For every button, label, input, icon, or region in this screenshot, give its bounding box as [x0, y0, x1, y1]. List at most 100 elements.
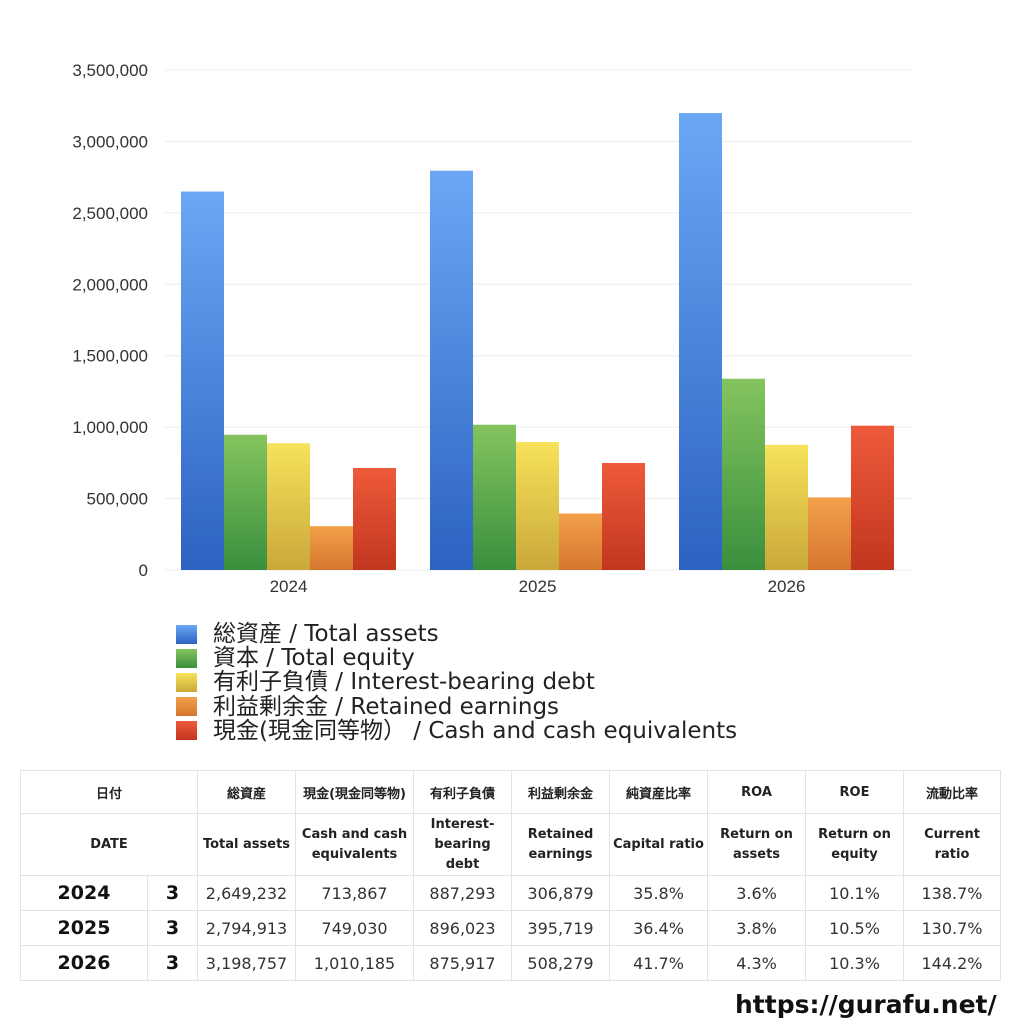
- value-cell: 3.8%: [707, 910, 807, 946]
- bar: [430, 170, 473, 570]
- header-retained-jp: 利益剰余金: [511, 770, 611, 814]
- bar: [602, 462, 645, 570]
- bar: [473, 424, 516, 570]
- y-tick-label: 3,000,000: [72, 132, 148, 151]
- bar: [224, 434, 267, 570]
- month-cell: 3: [146, 945, 199, 981]
- y-tick-label: 2,000,000: [72, 275, 148, 294]
- year-cell: 2026: [20, 945, 148, 981]
- y-tick-label: 0: [139, 561, 148, 580]
- legend-item: 有利子負債 / Interest-bearing debt: [176, 670, 737, 694]
- legend-swatch: [176, 648, 197, 668]
- y-tick-label: 1,500,000: [72, 347, 148, 366]
- legend-label: 有利子負債 / Interest-bearing debt: [213, 669, 595, 696]
- legend-item: 資本 / Total equity: [176, 646, 737, 670]
- table-row: 2026 3 3,198,757 1,010,185 875,917 508,279 41.…: [20, 945, 1002, 981]
- header-current-ratio-jp: 流動比率: [903, 770, 1002, 814]
- bar: [722, 378, 765, 570]
- header-current-ratio-en: Current ratio: [903, 813, 1002, 876]
- value-cell: 41.7%: [609, 945, 709, 981]
- x-axis: 2024 2025 2026: [270, 577, 806, 596]
- table-row: 2024 3 2,649,232 713,867 887,293 306,879 35.8%…: [20, 875, 1002, 911]
- header-roa: ROA: [707, 770, 807, 814]
- y-tick-label: 3,500,000: [72, 61, 148, 80]
- value-cell: 10.3%: [805, 945, 905, 981]
- legend-item: 現金(現金同等物） / Cash and cash equivalents: [176, 719, 737, 743]
- table-header-en: DATE Total assets Cash and cash equivale…: [19, 813, 1002, 876]
- bar: [181, 191, 224, 571]
- legend: 総資産 / Total assets 資本 / Total equity 有利子負債…: [176, 622, 737, 743]
- header-roe-en: Return on equity: [805, 813, 905, 876]
- bar: [765, 444, 808, 570]
- header-debt-en: Interest-bearing debt: [413, 813, 513, 876]
- bar: [516, 441, 559, 570]
- header-total-assets-en: Total assets: [197, 813, 297, 876]
- header-cash-jp: 現金(現金同等物): [295, 770, 415, 814]
- value-cell: 4.3%: [707, 945, 807, 981]
- legend-label: 資本 / Total equity: [213, 645, 415, 672]
- year-cell: 2025: [20, 910, 148, 946]
- x-tick-label: 2026: [768, 577, 806, 596]
- bar: [267, 443, 310, 570]
- month-cell: 3: [146, 910, 199, 946]
- legend-swatch: [176, 697, 197, 717]
- value-cell: 3.6%: [707, 875, 807, 911]
- month-cell: 3: [146, 875, 199, 911]
- value-cell: 395,719: [511, 910, 611, 946]
- value-cell: 1,010,185: [295, 945, 415, 981]
- header-date-en: DATE: [19, 813, 199, 876]
- value-cell: 749,030: [295, 910, 415, 946]
- value-cell: 138.7%: [903, 875, 1002, 911]
- header-roa-en: Return on assets: [707, 813, 807, 876]
- bar: [808, 497, 851, 570]
- value-cell: 10.1%: [805, 875, 905, 911]
- financial-table: 日付 総資産 現金(現金同等物) 有利子負債 利益剰余金 純資産比率 ROA R…: [19, 770, 1002, 981]
- bars: [181, 113, 894, 571]
- header-capital-ratio-jp: 純資産比率: [609, 770, 709, 814]
- value-cell: 306,879: [511, 875, 611, 911]
- header-cash-en: Cash and cash equivalents: [295, 813, 415, 876]
- legend-label: 利益剰余金 / Retained earnings: [213, 693, 560, 720]
- table-row: 2025 3 2,794,913 749,030 896,023 395,719 36.4%…: [20, 910, 1002, 946]
- value-cell: 875,917: [413, 945, 513, 981]
- header-total-assets-jp: 総資産: [197, 770, 297, 814]
- legend-label: 総資産 / Total assets: [213, 621, 439, 648]
- legend-swatch: [176, 624, 197, 644]
- legend-item: 総資産 / Total assets: [176, 622, 737, 646]
- header-capital-ratio-en: Capital ratio: [609, 813, 709, 876]
- value-cell: 887,293: [413, 875, 513, 911]
- bar: [310, 526, 353, 570]
- value-cell: 713,867: [295, 875, 415, 911]
- legend-swatch: [176, 672, 197, 692]
- header-roe: ROE: [805, 770, 905, 814]
- y-axis: 3,500,000 3,000,000 2,500,000 2,000,000 1,50…: [72, 61, 148, 580]
- value-cell: 896,023: [413, 910, 513, 946]
- legend-item: 利益剰余金 / Retained earnings: [176, 695, 737, 719]
- value-cell: 36.4%: [609, 910, 709, 946]
- value-cell: 508,279: [511, 945, 611, 981]
- legend-swatch: [176, 721, 197, 741]
- bar: [353, 468, 396, 570]
- header-date-jp: 日付: [19, 770, 199, 814]
- y-tick-label: 500,000: [87, 490, 148, 509]
- bar-chart: 3,500,000 3,000,000 2,500,000 2,000,000 1,50…: [72, 61, 912, 596]
- site-url: https://gurafu.net/: [735, 990, 997, 1019]
- value-cell: 3,198,757: [197, 945, 297, 981]
- value-cell: 144.2%: [903, 945, 1002, 981]
- header-debt-jp: 有利子負債: [413, 770, 513, 814]
- value-cell: 130.7%: [903, 910, 1002, 946]
- bar: [559, 513, 602, 570]
- x-tick-label: 2025: [519, 577, 557, 596]
- year-cell: 2024: [20, 875, 148, 911]
- header-retained-en: Retained earnings: [511, 813, 611, 876]
- value-cell: 2,649,232: [197, 875, 297, 911]
- value-cell: 2,794,913: [197, 910, 297, 946]
- bar: [851, 425, 894, 570]
- table-header-jp: 日付 総資産 現金(現金同等物) 有利子負債 利益剰余金 純資産比率 ROA R…: [19, 770, 1002, 814]
- y-tick-label: 1,000,000: [72, 418, 148, 437]
- value-cell: 35.8%: [609, 875, 709, 911]
- legend-label: 現金(現金同等物） / Cash and cash equivalents: [213, 717, 738, 744]
- x-tick-label: 2024: [270, 577, 308, 596]
- bar: [679, 113, 722, 570]
- value-cell: 10.5%: [805, 910, 905, 946]
